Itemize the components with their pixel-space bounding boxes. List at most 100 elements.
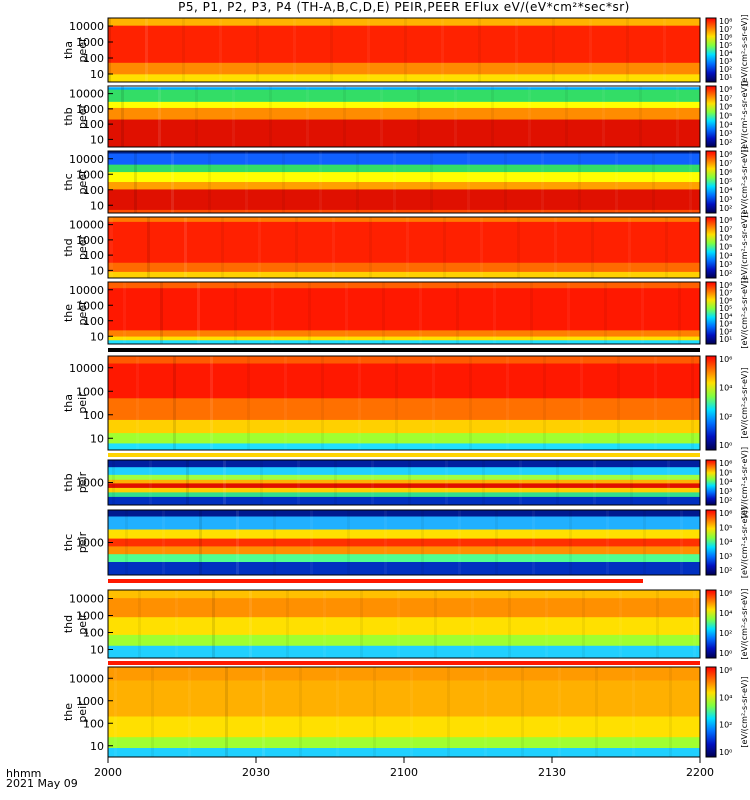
colorbar-tick-label: 10² (719, 138, 732, 147)
colorbar-tick-label: 10³ (719, 57, 732, 66)
heatmap-texture (567, 282, 570, 344)
heatmap-band (108, 271, 700, 279)
heatmap-texture (134, 151, 137, 213)
heatmap-texture (356, 151, 359, 213)
y-tick-label: 100 (83, 409, 104, 422)
heatmap-texture (286, 590, 289, 658)
heatmap-texture (108, 18, 111, 82)
heatmap-texture (123, 282, 126, 344)
heatmap-texture (404, 18, 407, 82)
heatmap-texture (384, 510, 387, 575)
heatmap-band (108, 419, 700, 434)
heatmap-band (108, 554, 700, 563)
panel-product-label: peer (76, 235, 89, 261)
heatmap-texture (110, 217, 113, 278)
heatmap-texture (397, 590, 400, 658)
heatmap-texture (171, 151, 174, 213)
heatmap-band (108, 667, 700, 681)
chart-title: P5, P1, P2, P3, P4 (TH-A,B,C,D,E) PEIR,P… (178, 0, 630, 14)
heatmap-texture (330, 18, 333, 82)
heatmap-texture (262, 667, 265, 757)
panel-product-label: peer (76, 300, 89, 326)
colorbar-tick-label: 10⁵ (719, 523, 732, 532)
heatmap-texture (256, 18, 259, 82)
colorbar-tick-label: 10⁸ (719, 17, 732, 26)
panel-frame (107, 150, 701, 214)
heatmap-texture (680, 510, 683, 575)
colorbar-label: [eV/(cm²-s-sr-eV)] (740, 146, 749, 217)
heatmap-band (108, 119, 700, 148)
colorbar-tick-label: 10⁴ (719, 384, 732, 393)
heatmap-texture (332, 217, 335, 278)
panel-probe-label: the (62, 304, 75, 322)
panel-frame (107, 17, 701, 83)
y-tick-label: 100 (83, 184, 104, 197)
heatmap-texture (469, 356, 472, 450)
colorbar-tick-label: 10⁶ (719, 509, 732, 518)
heatmap-texture (447, 667, 450, 757)
heatmap-texture (441, 18, 444, 82)
heatmap-texture (421, 510, 424, 575)
heatmap-texture (147, 217, 150, 278)
heatmap-texture (558, 667, 561, 757)
heatmap-texture (114, 667, 117, 757)
panel-probe-label: thd (62, 238, 75, 256)
heatmap-texture (641, 282, 644, 344)
x-tick-label: 2000 (94, 766, 122, 779)
heatmap-texture (691, 356, 694, 450)
heatmap-texture (606, 510, 609, 575)
colorbar-tick-label: 10⁵ (719, 177, 732, 186)
heatmap-texture (158, 86, 161, 147)
heatmap-texture (578, 151, 581, 213)
heatmap-texture (225, 667, 228, 757)
y-tick-label: 10000 (69, 20, 104, 33)
heatmap-band (108, 598, 700, 618)
heatmap-band (108, 356, 700, 365)
heatmap-texture (545, 590, 548, 658)
colorbar-tick-label: 10⁶ (719, 168, 732, 177)
heatmap-texture (589, 18, 592, 82)
heatmap-texture (395, 356, 398, 450)
heatmap-texture (443, 217, 446, 278)
panel-product-label: peir (76, 471, 89, 493)
heatmap-texture (408, 460, 411, 505)
heatmap-texture (495, 510, 498, 575)
data-gap-bar (108, 579, 643, 583)
heatmap-band (108, 18, 700, 27)
heatmap-texture (360, 590, 363, 658)
colorbar-tick-label: 10¹ (719, 335, 732, 344)
colorbar-tick-label: 10⁴ (719, 478, 732, 487)
heatmap-texture (532, 510, 535, 575)
colorbar-tick-label: 10⁴ (719, 49, 732, 58)
colorbar-tick-label: 10⁶ (719, 296, 732, 305)
colorbar-tick-label: 10⁶ (719, 33, 732, 42)
heatmap-texture (160, 282, 163, 344)
colorbar-tick-label: 10³ (719, 487, 732, 496)
heatmap-texture (554, 217, 557, 278)
x-tick-label: 2030 (242, 766, 270, 779)
y-tick-label: 10 (90, 264, 104, 277)
colorbar-tick-label: 10² (719, 566, 732, 575)
spectrogram-panel-9: 10000 1000 100 10 thd peir 10⁶ 10⁴ 10² 10⁰ [eV/(cm… (62, 588, 749, 659)
heatmap-band (108, 262, 700, 273)
heatmap-texture (247, 356, 250, 450)
heatmap-band (108, 336, 700, 341)
heatmap-texture (604, 282, 607, 344)
heatmap-texture (223, 460, 226, 505)
y-tick-label: 1000 (76, 168, 104, 181)
colorbar-tick-label: 10⁵ (719, 112, 732, 121)
heatmap-texture (219, 18, 222, 82)
heatmap-texture (643, 510, 646, 575)
heatmap-band (108, 340, 700, 345)
panel-product-label: peer (76, 104, 89, 130)
heatmap-texture (173, 356, 176, 450)
panel-frame (107, 589, 701, 659)
y-tick-label: 100 (83, 118, 104, 131)
colorbar-label: [eV/(cm²-s-sr-eV)] (740, 588, 749, 659)
heatmap-texture (199, 510, 202, 575)
colorbar-label: [eV/(cm²-s-sr-eV)] (740, 507, 749, 578)
heatmap-texture (619, 590, 622, 658)
heatmap-band (108, 288, 700, 331)
heatmap-texture (221, 217, 224, 278)
